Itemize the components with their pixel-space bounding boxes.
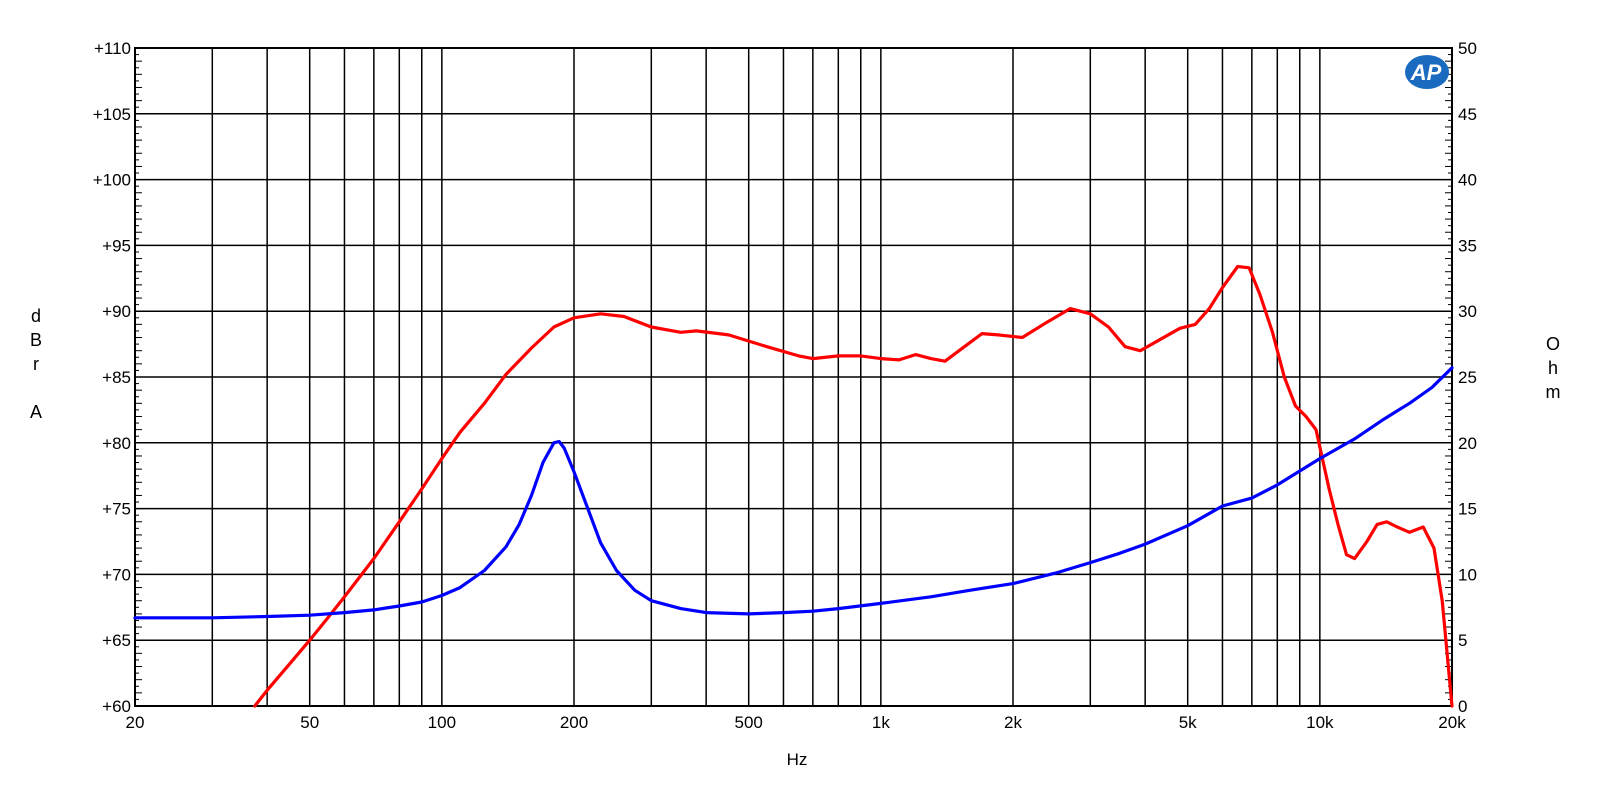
right-axis-label-letter: h: [1548, 358, 1558, 378]
series-layer: [133, 264, 1454, 708]
right-axis-tick-labels: 0 5 10 15 20 25 30 35 40 45 50: [1458, 39, 1477, 716]
right-tick-label: 35: [1458, 236, 1477, 255]
left-axis-label-letter: B: [30, 330, 42, 350]
left-tick-label: +80: [102, 434, 131, 453]
right-tick-label: 20: [1458, 434, 1477, 453]
left-axis-label-letter: r: [33, 354, 39, 374]
x-tick-label: 100: [428, 713, 456, 732]
right-tick-label: 0: [1458, 697, 1467, 716]
right-axis-label-letter: m: [1546, 382, 1561, 402]
impedance-curve: [133, 366, 1454, 620]
left-tick-label: +85: [102, 368, 131, 387]
left-tick-label: +60: [102, 697, 131, 716]
right-axis-label-letter: O: [1546, 334, 1560, 354]
right-tick-label: 5: [1458, 631, 1467, 650]
x-tick-label: 5k: [1179, 713, 1197, 732]
x-tick-label: 200: [560, 713, 588, 732]
x-axis-label: Hz: [787, 750, 808, 769]
left-tick-label: +75: [102, 500, 131, 519]
left-tick-label: +95: [102, 236, 131, 255]
right-axis-label: Ohm: [1546, 334, 1561, 402]
left-tick-label: +100: [93, 171, 131, 190]
x-tick-label: 2k: [1004, 713, 1022, 732]
x-tick-label: 10k: [1306, 713, 1334, 732]
x-tick-label: 20k: [1438, 713, 1466, 732]
ap-logo: AP: [1405, 55, 1449, 89]
right-tick-label: 45: [1458, 105, 1477, 124]
svg-text:AP: AP: [1410, 60, 1442, 85]
x-tick-label: 500: [735, 713, 763, 732]
left-axis-label-letter: A: [30, 402, 42, 422]
right-tick-label: 10: [1458, 565, 1477, 584]
left-tick-label: +65: [102, 631, 131, 650]
left-axis-label-letter: d: [31, 306, 41, 326]
x-tick-label: 1k: [872, 713, 890, 732]
left-tick-label: +105: [93, 105, 131, 124]
minor-tick-marks: [135, 47, 1452, 707]
right-tick-label: 50: [1458, 39, 1477, 58]
plot-frame: [134, 47, 1453, 707]
right-tick-label: 25: [1458, 368, 1477, 387]
left-axis-label: dBr A: [30, 306, 42, 422]
x-tick-label: 50: [300, 713, 319, 732]
grid: [135, 48, 1452, 706]
x-axis-tick-labels: 20 50 100 200 500 1k 2k 5k 10k 20k: [126, 713, 1467, 732]
left-tick-label: +70: [102, 565, 131, 584]
right-tick-label: 40: [1458, 171, 1477, 190]
left-tick-label: +90: [102, 302, 131, 321]
right-tick-label: 30: [1458, 302, 1477, 321]
left-tick-label: +110: [94, 39, 131, 58]
spl-curve: [253, 264, 1454, 708]
left-axis-tick-labels: +60 +65 +70 +75 +80 +85 +90 +95 +100 +105 +110: [93, 39, 131, 716]
x-tick-label: 20: [126, 713, 145, 732]
right-tick-label: 15: [1458, 500, 1477, 519]
